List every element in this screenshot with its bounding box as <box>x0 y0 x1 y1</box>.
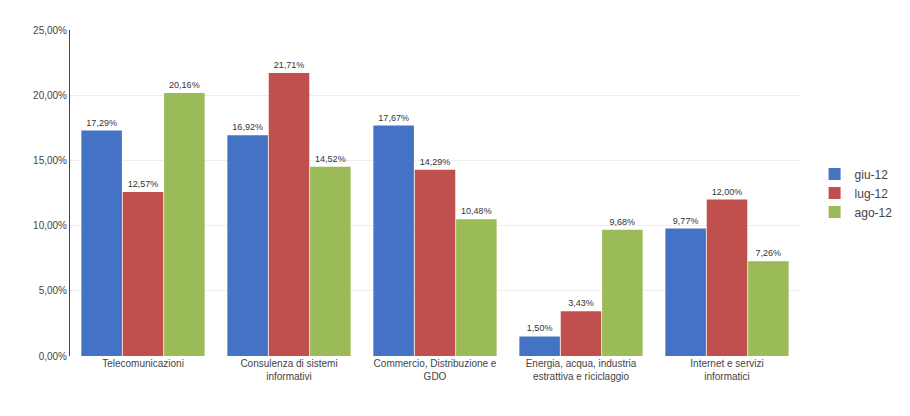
svg-text:21,71%: 21,71% <box>274 60 305 70</box>
svg-text:Commercio, Distribuzione eGDO: Commercio, Distribuzione eGDO <box>374 358 497 382</box>
svg-text:5,00%: 5,00% <box>39 285 67 296</box>
svg-text:20,00%: 20,00% <box>33 90 67 101</box>
svg-text:12,00%: 12,00% <box>712 187 743 197</box>
svg-text:3,43%: 3,43% <box>568 298 594 308</box>
svg-text:14,29%: 14,29% <box>420 157 451 167</box>
svg-text:25,00%: 25,00% <box>33 25 67 36</box>
svg-text:17,67%: 17,67% <box>378 113 409 123</box>
svg-text:Consulenza di sistemiinformati: Consulenza di sistemiinformativi <box>240 358 337 382</box>
svg-text:0,00%: 0,00% <box>39 351 67 362</box>
svg-text:Energia, acqua, industriaestra: Energia, acqua, industriaestrattiva e ri… <box>526 358 637 382</box>
svg-text:1,50%: 1,50% <box>527 323 553 333</box>
svg-text:10,48%: 10,48% <box>461 206 492 216</box>
svg-text:20,16%: 20,16% <box>169 80 200 90</box>
svg-text:17,29%: 17,29% <box>86 118 117 128</box>
svg-text:12,57%: 12,57% <box>128 179 159 189</box>
svg-text:10,00%: 10,00% <box>33 220 67 231</box>
svg-text:lug-12: lug-12 <box>855 187 889 201</box>
svg-text:giu-12: giu-12 <box>855 168 889 182</box>
svg-text:7,26%: 7,26% <box>756 248 782 258</box>
svg-text:9,77%: 9,77% <box>673 216 699 226</box>
svg-text:14,52%: 14,52% <box>315 154 346 164</box>
svg-text:16,92%: 16,92% <box>232 122 263 132</box>
svg-text:Internet e serviziinformatici: Internet e serviziinformatici <box>690 358 763 382</box>
svg-text:ago-12: ago-12 <box>855 206 893 220</box>
svg-text:9,68%: 9,68% <box>610 217 636 227</box>
svg-text:15,00%: 15,00% <box>33 155 67 166</box>
svg-text:Telecomunicazioni: Telecomunicazioni <box>102 358 184 369</box>
